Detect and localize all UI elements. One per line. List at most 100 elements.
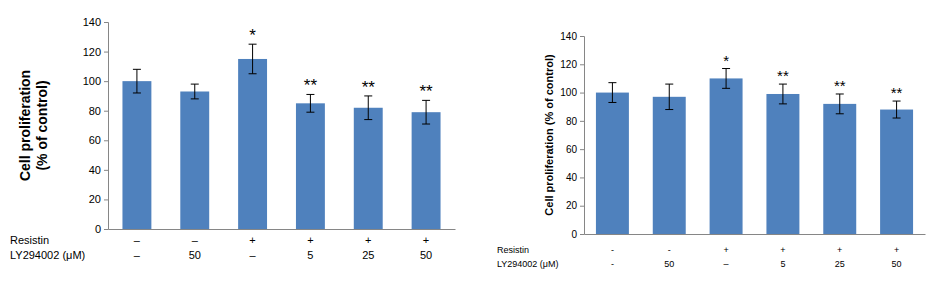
chart: 020406080100120140Cell proliferation (% … [497,31,926,269]
row-label: LY294002 (μM) [497,259,559,269]
y-tick-mark [104,111,108,112]
x-tick-label: - [611,259,614,269]
error-cap [608,102,616,103]
y-tick: 0 [571,229,584,240]
y-tick-label: 40 [566,172,578,183]
x-tick-label: + [894,245,899,255]
error-cap [893,118,901,119]
x-tick-label: + [780,245,785,255]
error-bar [306,94,314,112]
y-tick-label: 20 [566,200,578,211]
y-tick-label: 100 [560,87,577,98]
x-axis [109,229,456,230]
y-tick-mark [104,52,108,53]
error-cap [665,84,673,85]
y-tick: 40 [89,164,108,176]
bar [653,97,686,234]
x-tick-label: + [249,234,255,246]
significance: * [249,26,256,45]
row-label: Resistin [10,234,49,246]
y-tick: 100 [560,87,584,98]
error-cap [608,82,616,83]
row-label: LY294002 (μM) [10,249,85,261]
error-stem [726,69,727,89]
y-tick-label: 60 [566,144,578,155]
error-bar [191,84,199,99]
x-tick-label: 50 [420,249,432,261]
error-cap [191,98,199,99]
y-tick-label: 20 [89,193,101,205]
error-stem [310,94,311,112]
significance: ** [419,82,433,101]
error-stem [426,100,427,124]
y-tick: 60 [566,144,584,155]
x-tick-label: + [307,234,313,246]
y-tick-label: 140 [83,16,101,28]
row-label: Resistin [497,245,529,255]
error-bar [893,101,901,118]
error-bar [133,69,141,93]
bar [412,112,441,229]
bar [766,94,799,234]
bar [296,103,325,229]
y-tick-mark [104,229,108,230]
y-tick: 80 [566,116,584,127]
y-tick: 120 [83,46,108,58]
y-tick: 40 [566,172,584,183]
x-axis-line [109,229,456,230]
bar [238,59,267,229]
x-tick-label: 50 [664,259,674,269]
error-stem [839,94,840,114]
error-cap [133,92,141,93]
significance: ** [304,76,318,95]
error-cap [836,113,844,114]
x-tick-label: - [611,245,614,255]
y-tick: 60 [89,134,108,146]
significance: ** [891,84,903,101]
x-tick-label: – [134,234,141,246]
x-axis [585,234,926,235]
error-cap [422,124,430,125]
y-tick: 100 [83,75,108,87]
x-tick-label: 25 [835,259,845,269]
error-stem [612,83,613,103]
significance: * [723,52,729,69]
y-tick-label: 120 [83,46,101,58]
y-axis: 020406080100120140 [560,31,584,240]
error-bar [836,94,844,114]
x-tick-label: – [724,259,729,269]
error-bar [779,84,787,104]
x-tick-label: 50 [189,249,201,261]
figure: 020406080100120140Cell proliferation(% o… [0,0,938,288]
y-tick-label: 120 [560,59,577,70]
error-stem [194,84,195,99]
error-stem [136,69,137,93]
significance: ** [362,78,376,97]
error-cap [665,109,673,110]
error-bar [364,96,372,120]
error-bar [249,44,257,74]
y-tick-mark [580,93,584,94]
error-cap [364,119,372,120]
error-stem [368,96,369,120]
y-tick-label: 40 [89,164,101,176]
x-tick-label: - [668,245,671,255]
y-tick-label: 60 [89,134,101,146]
bar [710,78,743,234]
y-tick-mark [580,149,584,150]
y-axis-line [104,23,109,230]
y-tick-label: 0 [571,229,577,240]
bar [823,104,856,234]
y-axis-line [580,37,585,235]
y-tick: 20 [89,193,108,205]
y-axis: 020406080100120140 [83,16,109,235]
x-tick-label: 5 [307,249,313,261]
error-cap [722,88,730,89]
x-tick-label: 5 [780,259,785,269]
significance: ** [777,67,789,84]
bar [180,91,209,229]
plot-area [122,44,440,229]
y-tick-label: 80 [566,116,578,127]
y-axis-title: Cell proliferation (% of control) [543,54,555,216]
y-tick-mark [580,64,584,65]
